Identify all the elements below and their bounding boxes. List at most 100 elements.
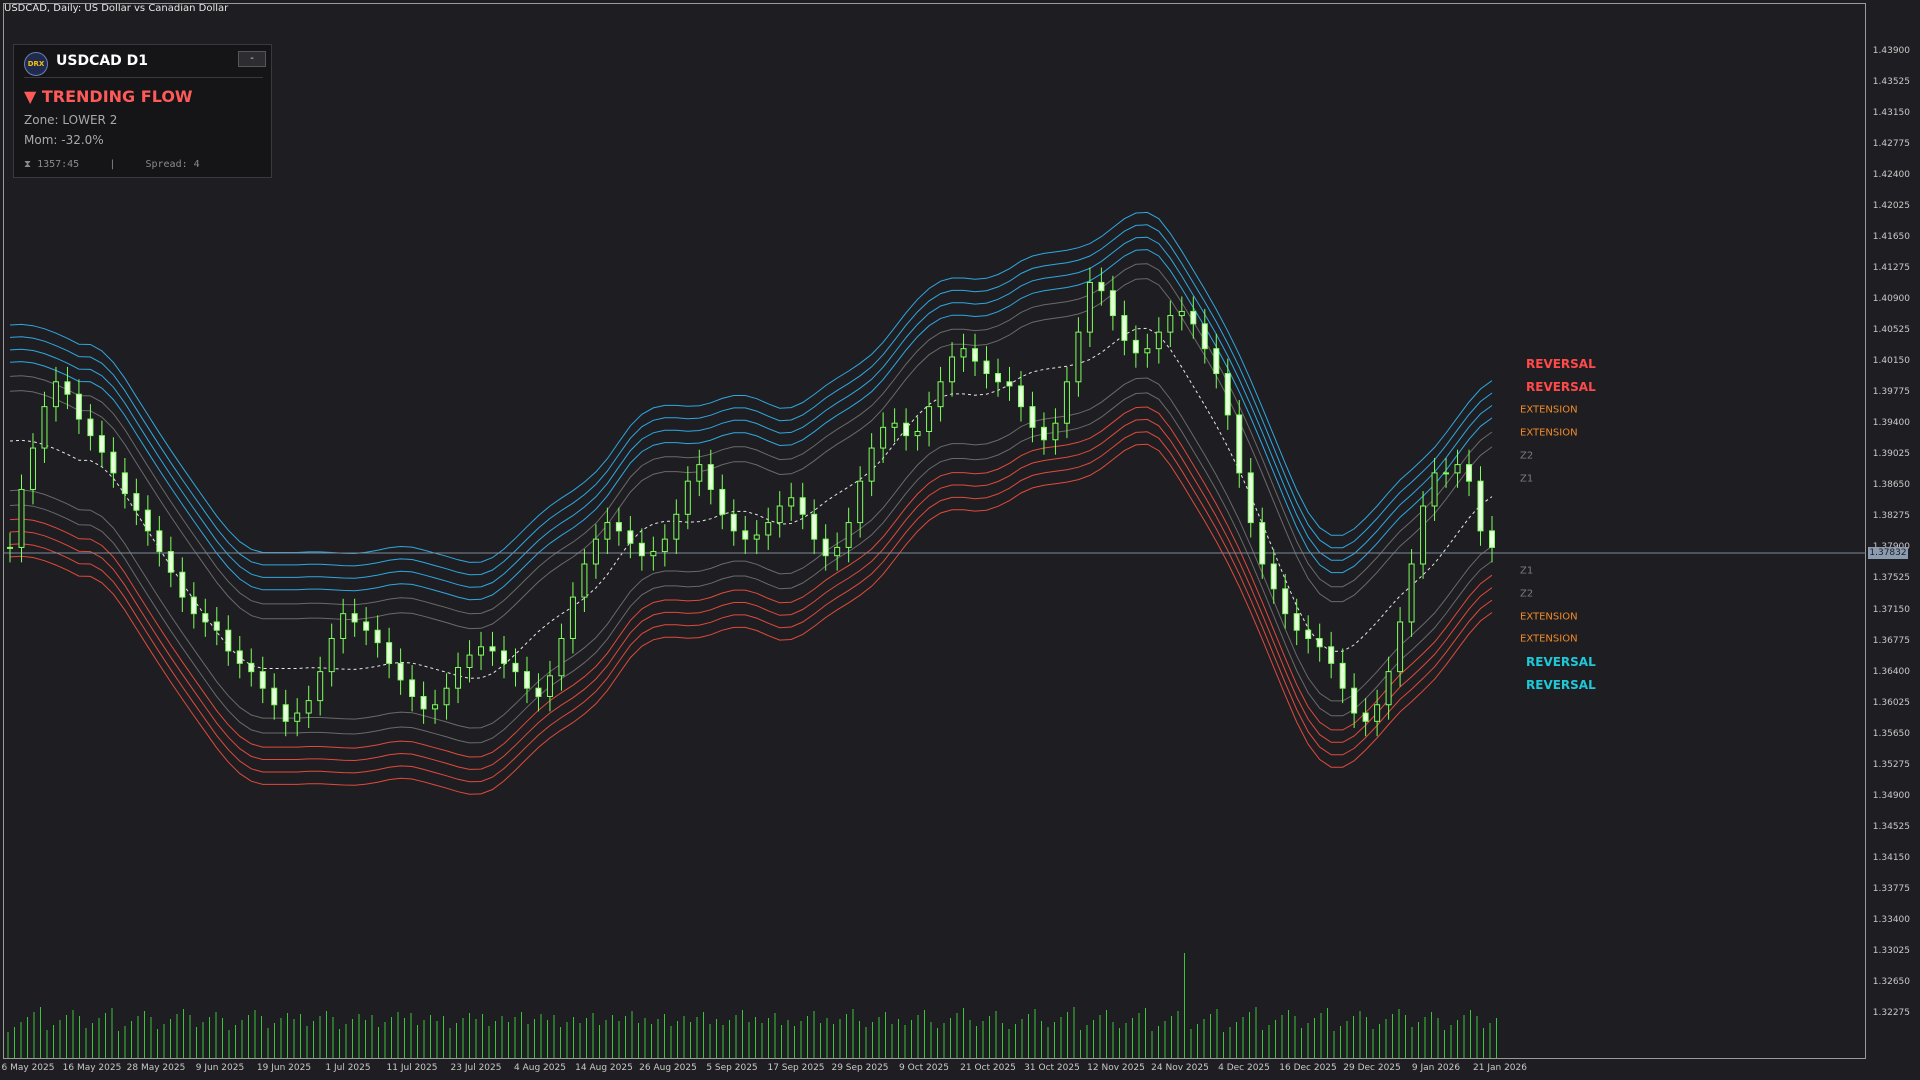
candle-body [1408, 563, 1415, 623]
candle-body [443, 687, 450, 706]
candle-body [317, 671, 324, 702]
candle-body [351, 613, 358, 623]
candle-body [7, 546, 13, 549]
price-tick-label: 1.34525 [1872, 821, 1910, 832]
candle-body [903, 422, 910, 437]
price-tick-label: 1.38650 [1872, 480, 1910, 491]
candle-body [1489, 530, 1495, 548]
date-tick-label: 24 Nov 2025 [1151, 1063, 1209, 1073]
candle-body [340, 613, 347, 640]
price-tick-label: 1.43525 [1872, 76, 1910, 87]
price-tick-label: 1.36400 [1872, 666, 1910, 677]
candle-body [1144, 348, 1151, 354]
channel-bands [9, 211, 1493, 795]
window-title: USDCAD, Daily: US Dollar vs Canadian Dol… [4, 3, 229, 14]
candle-body [1270, 563, 1277, 590]
candle-body [949, 356, 956, 383]
hourglass-icon: ⧗ [24, 159, 32, 170]
price-tick-label: 1.38275 [1872, 511, 1910, 522]
candle-body [52, 381, 59, 408]
candle-body [282, 704, 289, 722]
upper-band-line [9, 278, 1493, 630]
candle-body [1293, 613, 1300, 631]
price-tick-label: 1.33775 [1872, 884, 1910, 894]
candle-body [1109, 290, 1116, 317]
price-tick-label: 1.39025 [1872, 449, 1910, 460]
candle-body [98, 435, 105, 453]
lower-extension-label-2: EXTENSION [1520, 633, 1578, 645]
candle-body [535, 687, 542, 697]
candle-body [202, 613, 209, 623]
lower-extension-label-1: EXTENSION [1520, 611, 1578, 623]
candle-body [420, 695, 427, 710]
upper-z1-label: Z1 [1520, 473, 1534, 485]
date-tick-label: 9 Jun 2025 [195, 1063, 245, 1073]
info-panel[interactable]: DRX USDCAD D1 - ▼ TRENDING FLOW Zone: LO… [13, 44, 272, 178]
candle-body [1420, 505, 1427, 565]
price-tick-label: 1.35275 [1872, 759, 1910, 770]
candle-body [305, 700, 312, 714]
candle-body [604, 522, 611, 540]
price-tick-label: 1.43900 [1872, 45, 1910, 56]
candle-body [179, 571, 186, 598]
candle-body [1236, 414, 1243, 474]
candle-body [455, 666, 462, 689]
candle-body [1155, 331, 1162, 350]
price-tick-label: 1.34900 [1872, 790, 1910, 801]
lower-band-line [9, 377, 1493, 729]
lower-band-line [9, 392, 1493, 744]
candle-body [1132, 339, 1139, 354]
candle-body [64, 381, 71, 395]
candle-body [156, 530, 163, 553]
candle-body [294, 712, 301, 722]
price-tick-label: 1.32275 [1872, 1008, 1910, 1019]
candle-body [995, 373, 1001, 383]
candle-body [799, 497, 806, 515]
candle-body [822, 538, 829, 557]
candle-body [386, 642, 393, 664]
candle-body [972, 348, 979, 362]
date-tick-label: 6 May 2025 [1, 1063, 55, 1073]
candle-body [960, 348, 967, 358]
upper-band-line [9, 236, 1493, 588]
candle-body [1213, 348, 1220, 375]
date-tick-label: 17 Sep 2025 [767, 1063, 825, 1073]
candle-body [857, 480, 864, 524]
date-tick-label: 29 Sep 2025 [831, 1063, 889, 1073]
candle-body [1098, 281, 1105, 292]
candle-body [753, 534, 760, 540]
candle-body [834, 546, 841, 557]
volume-bars [7, 953, 1497, 1058]
candle-body [29, 447, 36, 490]
candle-body [891, 422, 898, 428]
channel-midline [9, 327, 1493, 679]
candle-body [432, 704, 439, 710]
minimize-button[interactable]: - [238, 51, 266, 67]
candle-body [592, 538, 599, 565]
date-tick-label: 9 Jan 2026 [1411, 1063, 1461, 1073]
candle-body [684, 480, 691, 515]
candle-body [397, 662, 404, 681]
candles [7, 267, 1495, 737]
candle-body [1316, 638, 1323, 648]
candle-body [41, 406, 48, 449]
candle-body [673, 513, 680, 540]
candle-body [650, 551, 657, 557]
candle-body [213, 621, 220, 631]
candle-body [328, 638, 335, 673]
candle-body [569, 596, 576, 640]
upper-band-line [9, 224, 1493, 576]
candle-body [546, 675, 553, 697]
candle-body [1063, 381, 1070, 424]
upper-reversal-label-2: REVERSAL [1526, 380, 1596, 394]
candle-body [478, 646, 485, 656]
candle-body [87, 418, 94, 437]
lower-band-line [9, 406, 1493, 758]
date-tick-label: 16 Dec 2025 [1279, 1063, 1337, 1073]
candle-body [110, 451, 117, 474]
candle-body [730, 513, 737, 532]
date-tick-label: 12 Nov 2025 [1087, 1063, 1145, 1073]
candle-body [363, 621, 370, 631]
